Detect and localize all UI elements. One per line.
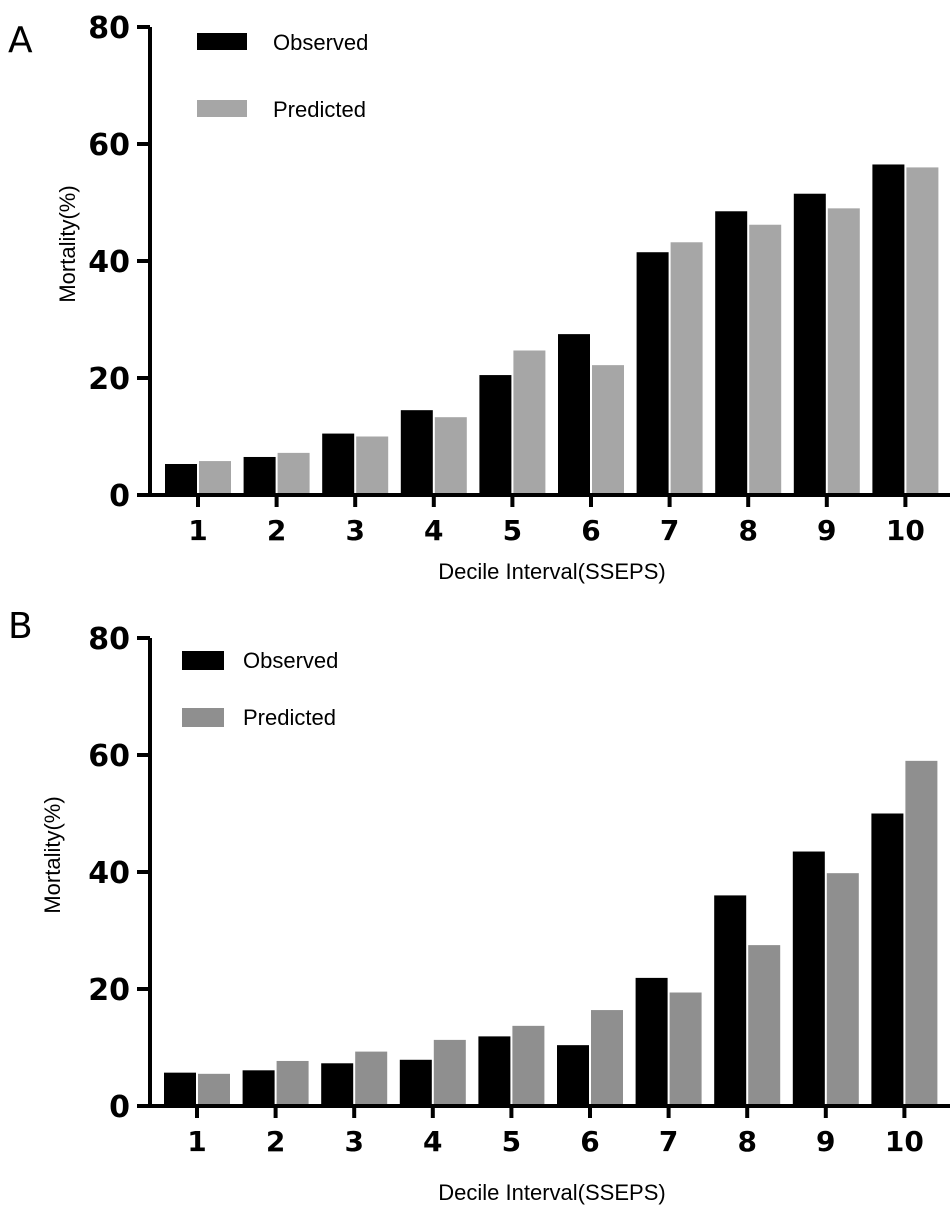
x-tick-label: 2 [267,514,286,547]
legend-label-observed: Observed [243,648,338,673]
y-ticks: 0 20 40 60 80 [88,622,130,1125]
bar-predicted-1 [198,1073,230,1104]
legend: Observed Predicted [182,648,338,730]
bar-observed-2 [243,456,276,493]
bar-predicted-9 [827,208,860,493]
bar-predicted-7 [670,242,703,493]
panel-letter: A [8,20,33,61]
legend-swatch-predicted [182,708,224,727]
bar-predicted-3 [355,1051,388,1104]
panel-b: B 0 20 40 60 80 1 2 3 4 5 6 7 8 9 10 Decile Inter… [8,606,950,1205]
x-tick-label: 1 [187,1125,206,1158]
x-tick-label: 7 [660,514,679,547]
bar-observed-6 [558,334,590,493]
y-axis-title: Mortality(%) [40,796,65,913]
bar-observed-7 [636,252,669,493]
legend-swatch-observed [197,33,247,50]
bar-predicted-6 [591,1010,623,1104]
x-tick-label: 6 [581,514,600,547]
bar-observed-9 [792,851,825,1104]
bar-predicted-4 [434,417,467,493]
x-ticks: 1 2 3 4 5 6 7 8 9 10 [188,495,925,547]
bar-predicted-2 [276,1060,309,1104]
bar-observed-9 [793,193,826,493]
bar-predicted-10 [906,167,939,493]
y-tick-label: 0 [109,479,130,514]
x-tick-label: 3 [344,1125,363,1158]
bar-observed-4 [399,1059,432,1104]
x-tick-label: 10 [886,514,925,547]
bar-observed-1 [164,1072,196,1104]
bar-observed-3 [321,1063,354,1104]
y-axis-title: Mortality(%) [55,185,80,302]
legend-label-predicted: Predicted [273,97,366,122]
bar-observed-3 [322,433,355,493]
x-tick-label: 7 [659,1125,678,1158]
y-tick-marks [137,636,150,1108]
bar-predicted-4 [433,1039,466,1104]
bar-observed-2 [242,1070,275,1104]
y-tick-label: 60 [88,739,130,774]
x-tick-label: 4 [423,1125,442,1158]
bar-observed-1 [165,463,197,493]
x-tick-label: 3 [345,514,364,547]
bar-predicted-2 [277,452,310,493]
x-tick-label: 4 [424,514,443,547]
bar-predicted-5 [512,1025,545,1104]
legend: Observed Predicted [197,30,368,122]
y-tick-label: 80 [88,11,130,46]
y-tick-label: 20 [88,362,130,397]
bar-observed-4 [400,410,433,493]
x-tick-label: 10 [885,1125,924,1158]
y-tick-label: 20 [88,973,130,1008]
x-tick-label: 6 [580,1125,599,1158]
x-tick-label: 8 [737,1125,756,1158]
bar-observed-7 [635,977,668,1104]
bar-observed-6 [557,1045,589,1104]
y-tick-label: 0 [109,1090,130,1125]
x-axis-title: Decile Interval(SSEPS) [438,559,665,584]
legend-label-predicted: Predicted [243,705,336,730]
legend-swatch-observed [182,651,224,670]
bar-predicted-1 [199,461,231,493]
bar-predicted-9 [826,873,859,1104]
bar-predicted-6 [592,365,624,493]
bar-observed-5 [478,1036,511,1104]
y-tick-label: 40 [88,245,130,280]
bar-predicted-8 [748,945,781,1104]
bars [165,164,939,494]
bar-observed-10 [871,813,904,1104]
x-tick-label: 2 [266,1125,285,1158]
bar-predicted-5 [513,350,546,493]
y-tick-label: 80 [88,622,130,657]
legend-swatch-predicted [197,100,247,117]
panel-letter: B [8,606,33,647]
x-tick-label: 1 [188,514,207,547]
x-tick-label: 5 [503,514,522,547]
y-tick-label: 60 [88,128,130,163]
bar-predicted-3 [356,436,389,493]
y-ticks: 0 20 40 60 80 [88,11,130,514]
x-tick-label: 9 [817,514,836,547]
bar-predicted-10 [905,760,938,1104]
bar-predicted-7 [669,992,702,1104]
x-tick-label: 8 [738,514,757,547]
x-tick-label: 9 [816,1125,835,1158]
legend-label-observed: Observed [273,30,368,55]
x-ticks: 1 2 3 4 5 6 7 8 9 10 [187,1106,924,1158]
bar-predicted-8 [749,224,782,494]
bars [164,760,938,1104]
bar-observed-8 [714,895,747,1104]
panel-a: A 0 20 40 60 80 1 2 3 4 5 6 7 8 9 10 Decile Inter… [8,11,950,584]
y-tick-label: 40 [88,856,130,891]
x-tick-label: 5 [502,1125,521,1158]
bar-observed-5 [479,375,512,493]
bar-observed-10 [872,164,905,493]
y-tick-marks [137,25,150,497]
x-axis-title: Decile Interval(SSEPS) [438,1180,665,1205]
bar-observed-8 [715,211,748,493]
